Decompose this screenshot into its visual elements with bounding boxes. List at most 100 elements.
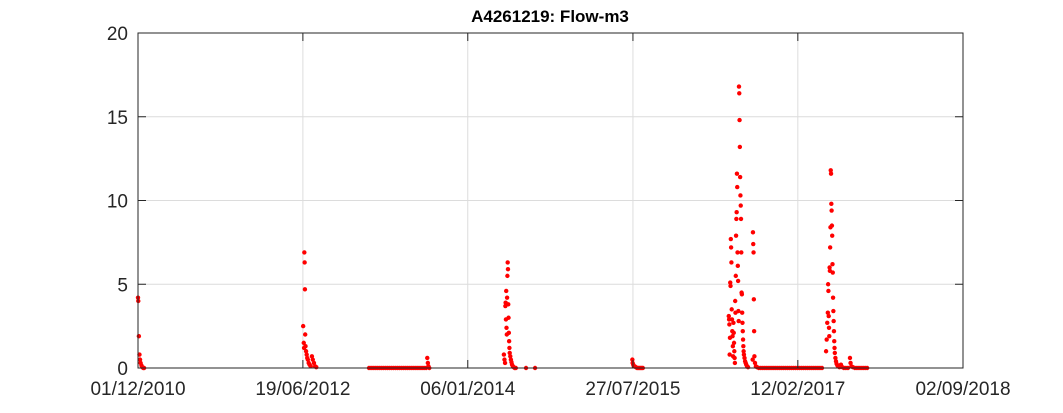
y-tick-label: 15 bbox=[107, 108, 128, 129]
x-tick-label: 27/07/2015 bbox=[585, 379, 680, 400]
data-point bbox=[305, 357, 311, 362]
data-point bbox=[736, 318, 741, 324]
data-point bbox=[739, 292, 745, 297]
data-point bbox=[848, 360, 853, 366]
data-point bbox=[506, 339, 512, 344]
chart-title: A4261219: Flow-m3 bbox=[471, 7, 629, 26]
data-point bbox=[737, 117, 742, 123]
data-point bbox=[505, 260, 510, 265]
data-point bbox=[728, 283, 733, 289]
x-tick-label: 12/02/2017 bbox=[750, 379, 845, 400]
data-point bbox=[506, 315, 511, 320]
data-point bbox=[732, 349, 737, 354]
data-point bbox=[831, 328, 837, 334]
data-point bbox=[508, 354, 513, 359]
data-point bbox=[735, 278, 741, 284]
y-tick-label: 5 bbox=[117, 275, 128, 296]
data-point bbox=[739, 250, 744, 255]
data-point bbox=[502, 357, 507, 362]
data-point bbox=[750, 230, 756, 235]
data-point bbox=[505, 273, 510, 279]
data-point bbox=[752, 360, 758, 366]
data-point bbox=[740, 328, 745, 334]
data-point bbox=[727, 352, 732, 357]
data-point bbox=[739, 310, 745, 315]
data-point bbox=[741, 352, 747, 357]
data-point bbox=[827, 265, 832, 270]
data-point bbox=[136, 333, 142, 339]
data-point bbox=[740, 320, 745, 325]
data-point bbox=[735, 250, 740, 255]
data-point bbox=[733, 273, 738, 279]
y-tick-label: 0 bbox=[117, 359, 128, 380]
x-tick-label: 19/06/2012 bbox=[255, 379, 350, 400]
data-point bbox=[825, 310, 831, 315]
data-point bbox=[137, 357, 143, 362]
data-point bbox=[751, 297, 757, 302]
data-points bbox=[135, 84, 870, 371]
data-point bbox=[728, 245, 734, 250]
data-point bbox=[830, 270, 835, 275]
data-point bbox=[830, 261, 835, 267]
data-point bbox=[732, 360, 738, 366]
data-point bbox=[304, 352, 309, 357]
data-point bbox=[733, 233, 739, 238]
tick-marks bbox=[137, 32, 964, 369]
data-point bbox=[507, 350, 512, 356]
data-point bbox=[832, 339, 837, 344]
y-tick-label: 10 bbox=[107, 192, 128, 213]
data-point bbox=[729, 307, 734, 312]
y-tick-labels: 0 5 10 15 20 bbox=[107, 24, 128, 380]
data-point bbox=[731, 340, 737, 346]
data-point bbox=[732, 355, 737, 361]
data-point bbox=[745, 364, 751, 370]
y-tick-label: 20 bbox=[107, 24, 128, 45]
x-tick-label: 02/09/2018 bbox=[915, 379, 1010, 400]
data-point bbox=[824, 337, 829, 342]
data-point bbox=[302, 260, 307, 265]
data-point bbox=[728, 280, 733, 285]
x-tick-label: 06/01/2014 bbox=[420, 379, 516, 400]
data-point bbox=[734, 216, 739, 222]
data-point bbox=[726, 313, 731, 319]
data-point bbox=[730, 344, 736, 349]
data-point bbox=[737, 91, 742, 96]
data-point bbox=[832, 350, 838, 356]
data-point bbox=[502, 360, 508, 366]
data-point bbox=[830, 295, 836, 300]
data-point bbox=[300, 323, 306, 329]
data-point bbox=[828, 171, 834, 176]
data-point bbox=[734, 171, 740, 176]
data-point bbox=[730, 333, 735, 339]
data-point bbox=[829, 208, 834, 213]
data-point bbox=[833, 355, 838, 361]
data-point bbox=[832, 345, 837, 351]
data-point bbox=[731, 320, 736, 325]
data-point bbox=[751, 250, 756, 255]
data-point bbox=[826, 288, 831, 294]
data-point bbox=[826, 313, 831, 319]
data-point bbox=[738, 216, 744, 222]
data-point bbox=[831, 308, 836, 314]
data-point bbox=[827, 333, 832, 339]
data-point bbox=[742, 355, 747, 361]
data-point bbox=[734, 210, 739, 215]
data-point bbox=[735, 184, 740, 190]
data-point bbox=[735, 263, 741, 269]
data-point bbox=[738, 203, 743, 208]
data-point bbox=[727, 322, 732, 327]
data-point bbox=[504, 288, 509, 294]
data-point bbox=[302, 250, 307, 255]
data-point bbox=[311, 360, 317, 366]
data-point bbox=[751, 241, 756, 247]
data-point bbox=[501, 352, 507, 357]
data-point bbox=[731, 330, 736, 336]
data-point bbox=[736, 308, 741, 314]
data-point bbox=[738, 193, 743, 198]
data-point bbox=[308, 364, 313, 369]
data-point bbox=[303, 332, 308, 337]
data-point bbox=[732, 298, 738, 304]
data-point bbox=[830, 233, 835, 238]
data-point bbox=[303, 344, 308, 349]
